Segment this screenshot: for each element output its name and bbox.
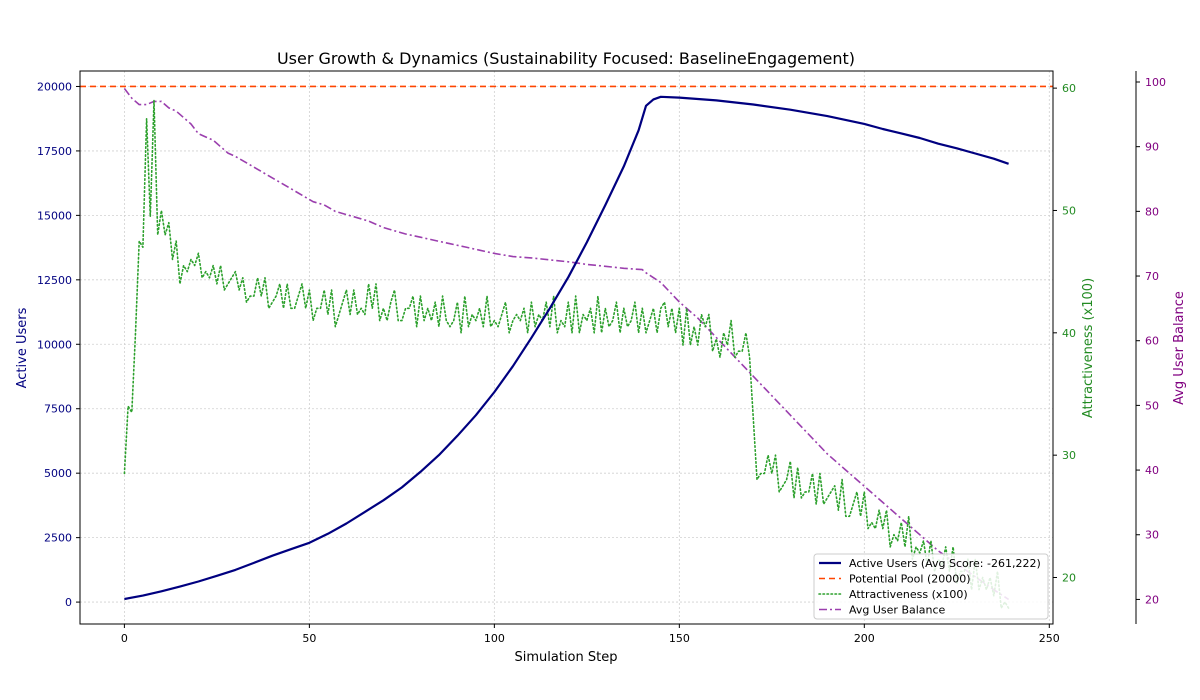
y-right1-tick-label-0: 20 xyxy=(1062,572,1076,585)
legend: Active Users (Avg Score: -261,222) Potent… xyxy=(813,553,1049,620)
x-axis-label: Simulation Step xyxy=(515,650,618,665)
y-left-tick-label-1: 2500 xyxy=(44,532,72,545)
series-line-active-users xyxy=(124,95,1009,601)
y-right2-tick-label-5: 70 xyxy=(1145,270,1159,283)
x-tick-label-5: 250 xyxy=(1039,632,1060,645)
series-line-avg-balance xyxy=(123,88,1010,601)
y-left-tick-label-0: 0 xyxy=(65,596,72,609)
y-right2-tick-label-3: 50 xyxy=(1145,399,1159,412)
legend-active-users-label: Active Users (Avg Score: -261,222) xyxy=(849,557,1041,570)
legend-attractiveness-label: Attractiveness (x100) xyxy=(849,588,968,601)
y-left-tick-label-8: 20000 xyxy=(37,80,72,93)
y-right2-tick-label-1: 30 xyxy=(1145,529,1159,542)
y-left-tick-label-4: 10000 xyxy=(37,338,72,351)
x-tick-label-3: 150 xyxy=(669,632,690,645)
legend-avg-balance-label: Avg User Balance xyxy=(849,604,946,617)
y-right1-tick-label-3: 50 xyxy=(1062,204,1076,217)
chart-title: User Growth & Dynamics (Sustainability F… xyxy=(277,49,855,68)
y-right1-tick-label-1: 30 xyxy=(1062,449,1076,462)
series-line-attractiveness xyxy=(123,99,1010,609)
y-right2-tick-label-4: 60 xyxy=(1145,335,1159,348)
x-tick-label-1: 50 xyxy=(302,632,316,645)
plot-frame xyxy=(79,70,1054,625)
legend-box xyxy=(813,553,1049,620)
y-left-tick-label-3: 7500 xyxy=(44,403,72,416)
y-axis-label-right1: Attractiveness (x100) xyxy=(1081,278,1096,418)
y-right1-tick-label-4: 60 xyxy=(1062,82,1076,95)
y-left-tick-label-6: 15000 xyxy=(37,209,72,222)
legend-potential-pool-label: Potential Pool (20000) xyxy=(849,573,971,586)
x-tick-label-4: 200 xyxy=(854,632,875,645)
x-tick-label-0: 0 xyxy=(121,632,128,645)
y-right2-tick-label-8: 100 xyxy=(1145,76,1166,89)
y-left-tick-label-7: 17500 xyxy=(37,145,72,158)
axes: 0 50 100 150 200 2500250050007500100001250015… xyxy=(37,71,1166,645)
y-right2-tick-label-0: 20 xyxy=(1145,593,1159,606)
grid xyxy=(80,71,1053,624)
y-left-tick-label-2: 5000 xyxy=(44,467,72,480)
y-axis-label-left: Active Users xyxy=(15,307,30,388)
y-right2-tick-label-2: 40 xyxy=(1145,464,1159,477)
y-left-tick-label-5: 12500 xyxy=(37,274,72,287)
y-right2-tick-label-6: 80 xyxy=(1145,205,1159,218)
y-right2-tick-label-7: 90 xyxy=(1145,141,1159,154)
y-axis-label-right2: Avg User Balance xyxy=(1172,291,1187,405)
plot-series xyxy=(80,85,1053,609)
y-right1-tick-label-2: 40 xyxy=(1062,327,1076,340)
x-tick-label-2: 100 xyxy=(484,632,505,645)
